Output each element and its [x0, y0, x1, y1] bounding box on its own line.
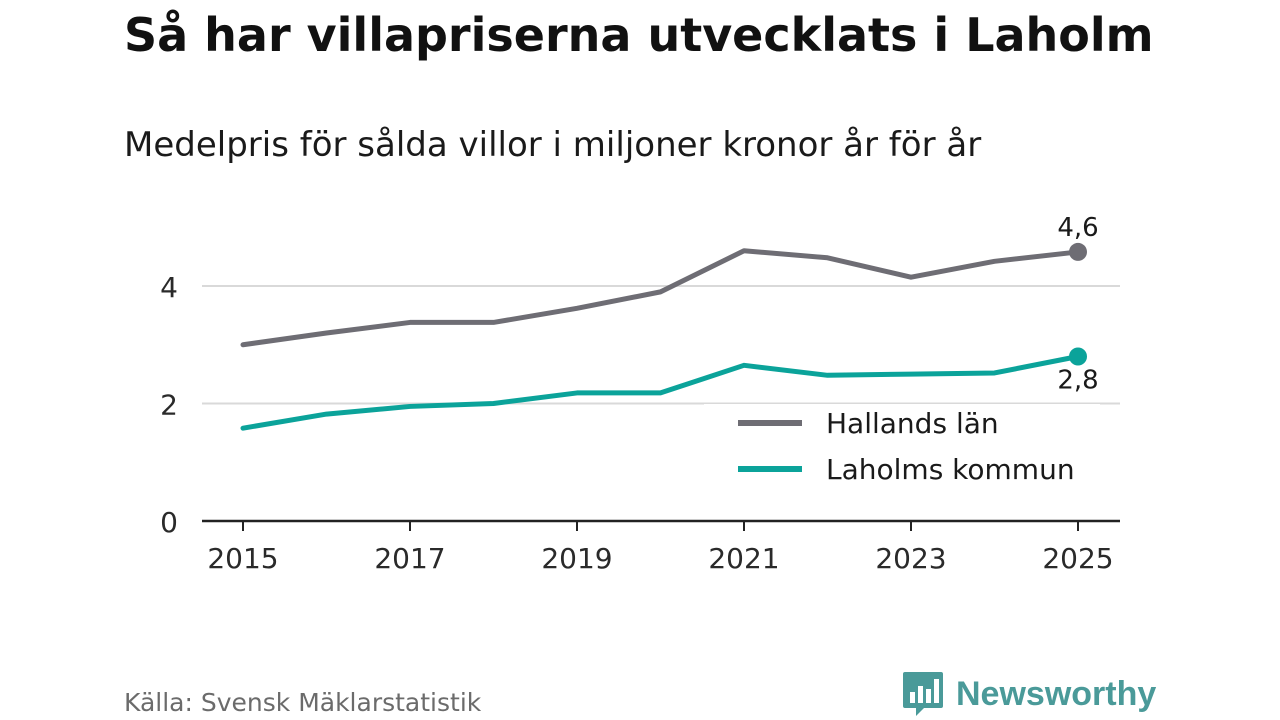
source-note: Källa: Svensk Mäklarstatistik: [124, 688, 482, 717]
x-tick-label: 2021: [708, 542, 779, 575]
legend-label: Laholms kommun: [826, 453, 1075, 486]
x-tick-label: 2023: [875, 542, 946, 575]
data-label: 4,6: [1057, 213, 1098, 243]
chart-title: Så har villapriserna utvecklats i Laholm: [124, 8, 1154, 62]
y-tick-label: 0: [160, 506, 178, 539]
data-point: [1069, 347, 1087, 366]
brand-logo: Newsworthy: [902, 670, 1156, 718]
x-tick-label: 2019: [541, 542, 612, 575]
x-tick-label: 2017: [374, 542, 445, 575]
x-tick-label: 2025: [1042, 542, 1113, 575]
legend-label: Hallands län: [826, 407, 999, 440]
y-tick-label: 4: [160, 271, 178, 304]
y-tick-label: 2: [160, 389, 178, 422]
brand-name: Newsworthy: [956, 674, 1157, 713]
bar-chart-speech-bubble-icon: [903, 672, 943, 716]
chart-subtitle: Medelpris för sålda villor i miljoner kr…: [124, 125, 982, 165]
series-line-laholms-kommun: [240, 354, 1081, 431]
data-label: 2,8: [1057, 366, 1098, 396]
series-line-hallands-lan: [240, 248, 1081, 348]
x-tick-label: 2015: [207, 542, 278, 575]
data-point: [1069, 242, 1087, 261]
